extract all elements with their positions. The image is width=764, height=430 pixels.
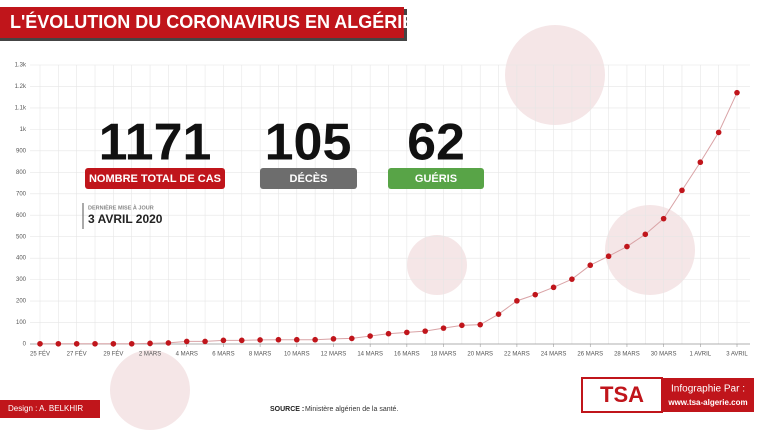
- data-point: [312, 336, 318, 343]
- data-point: [183, 338, 190, 345]
- x-tick-label: 27 FÉV: [67, 351, 87, 358]
- y-tick-label: 900: [16, 148, 27, 154]
- data-point: [147, 340, 153, 347]
- y-tick-label: 400: [16, 256, 27, 262]
- title-banner: [0, 7, 404, 38]
- data-point: [532, 291, 539, 298]
- x-tick-label: 8 MARS: [249, 352, 271, 358]
- x-tick-label: 16 MARS: [394, 352, 420, 358]
- logo: TSA: [600, 382, 644, 407]
- credit-label: Infographie Par :: [671, 384, 745, 395]
- x-tick-label: 25 FÉV: [30, 351, 50, 358]
- data-point: [330, 336, 337, 342]
- update-label: DERNIÈRE MISE À JOUR: [88, 203, 154, 211]
- stat-number: 105: [265, 114, 352, 172]
- data-point: [550, 284, 557, 291]
- stat-number: 1171: [99, 114, 212, 172]
- data-point: [238, 337, 245, 344]
- design-box: [0, 400, 100, 418]
- y-tick-label: 1.1k: [15, 106, 27, 112]
- plot: 0 100 200 300 400 500 600 700 800 900 1k 1.1k 1.2k 1.…: [15, 63, 750, 358]
- x-tick-label: 3 AVRIL: [726, 352, 748, 358]
- x-tick-label: 14 MARS: [357, 352, 383, 358]
- data-point: [73, 340, 80, 347]
- data-point: [605, 253, 612, 260]
- data-point: [734, 89, 740, 96]
- x-tick-label: 22 MARS: [504, 352, 530, 358]
- stat-number: 62: [407, 114, 465, 172]
- data-point: [92, 340, 98, 347]
- data-point: [275, 336, 282, 343]
- data-point: [202, 338, 208, 345]
- x-tick-label: 28 MARS: [614, 352, 640, 358]
- y-tick-label: 500: [16, 234, 27, 240]
- source-label: SOURCE :: [270, 406, 304, 413]
- y-tick-label: 200: [16, 299, 27, 305]
- x-tick-label: 26 MARS: [577, 352, 603, 358]
- data-point: [385, 330, 392, 337]
- y-tick-label: 800: [16, 170, 27, 176]
- stat-label: NOMBRE TOTAL DE CAS: [89, 173, 221, 185]
- update-date: 3 AVRIL 2020: [88, 212, 163, 226]
- chart-title: L'ÉVOLUTION DU CORONAVIRUS EN ALGÉRIE: [10, 11, 414, 32]
- data-point: [459, 322, 465, 329]
- y-tick-label: 0: [23, 342, 27, 348]
- credit-box: [662, 378, 754, 412]
- data-point: [257, 337, 263, 343]
- data-point: [220, 337, 227, 344]
- data-point: [715, 129, 722, 136]
- x-tick-label: 2 MARS: [139, 352, 161, 358]
- stat-label: GUÉRIS: [415, 172, 457, 185]
- y-tick-label: 1.3k: [15, 63, 27, 69]
- x-tick-label: 18 MARS: [431, 352, 457, 358]
- data-point: [642, 231, 649, 238]
- data-point: [404, 329, 410, 336]
- x-tick-label: 20 MARS: [467, 352, 493, 358]
- stat-label: DÉCÈS: [290, 172, 328, 185]
- design-credit: Design : A. BELKHIR: [8, 404, 83, 413]
- x-tick-label: 30 MARS: [651, 352, 677, 358]
- data-point: [587, 262, 594, 269]
- y-tick-label: 300: [16, 277, 27, 283]
- stat-label-box: [85, 168, 225, 189]
- background-decoration: [110, 25, 695, 430]
- data-point: [440, 325, 447, 331]
- x-tick-label: 29 FÉV: [103, 351, 123, 358]
- data-point: [697, 159, 704, 166]
- data-point: [569, 276, 575, 282]
- data-point: [37, 340, 43, 347]
- data-point: [165, 340, 172, 346]
- y-tick-label: 700: [16, 191, 27, 197]
- data-point: [55, 340, 62, 347]
- stat-label-box: [260, 168, 357, 189]
- data-point: [514, 298, 520, 304]
- x-tick-label: 12 MARS: [321, 352, 347, 358]
- credit-url: www.tsa-algerie.com: [667, 398, 747, 407]
- x-tick-label: 6 MARS: [212, 352, 234, 358]
- data-point: [367, 333, 373, 339]
- stat-label-box: [388, 168, 484, 189]
- y-tick-label: 1.2k: [15, 84, 27, 90]
- logo-box: [581, 377, 663, 413]
- y-tick-label: 100: [16, 320, 27, 326]
- source-text: Ministère algérien de la santé.: [305, 406, 398, 413]
- x-tick-label: 24 MARS: [541, 352, 567, 358]
- data-point: [679, 187, 685, 194]
- y-tick-label: 1k: [20, 127, 27, 133]
- data-point: [349, 335, 355, 342]
- data-point: [624, 243, 630, 250]
- x-tick-label: 4 MARS: [176, 352, 198, 358]
- data-point: [293, 336, 300, 343]
- data-point: [422, 328, 428, 334]
- x-tick-label: 10 MARS: [284, 352, 310, 358]
- data-point: [660, 215, 667, 222]
- y-tick-label: 600: [16, 213, 27, 219]
- data-point: [495, 311, 502, 317]
- data-point: [110, 340, 117, 347]
- data-point: [128, 340, 135, 347]
- data-point: [477, 321, 484, 328]
- x-tick-label: 1 AVRIL: [690, 352, 712, 358]
